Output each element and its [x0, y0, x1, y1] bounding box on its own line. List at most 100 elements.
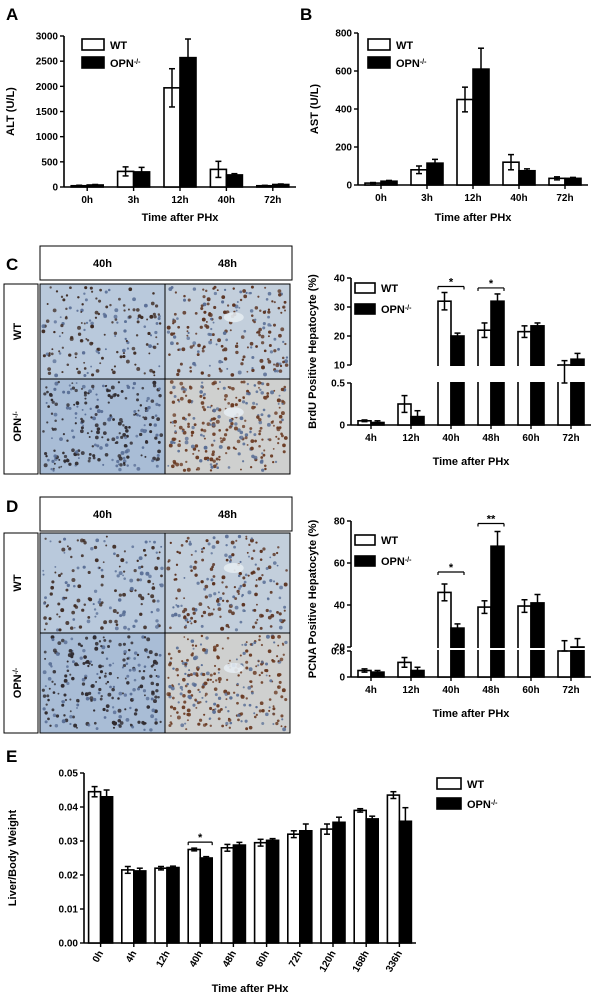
- bar-opn-40h: [225, 174, 244, 188]
- nucleus: [156, 675, 160, 679]
- nucleus: [210, 443, 214, 447]
- nucleus: [65, 307, 68, 311]
- legend-label-opn: OPN-/-: [396, 58, 427, 70]
- nucleus: [98, 299, 102, 303]
- nucleus: [203, 437, 206, 440]
- nucleus: [80, 644, 83, 648]
- nucleus: [176, 604, 180, 608]
- micrograph-row-labels: [3, 283, 39, 475]
- nucleus: [255, 390, 259, 394]
- nucleus: [261, 709, 265, 713]
- nucleus: [102, 463, 105, 466]
- nucleus: [76, 539, 79, 542]
- nucleus: [241, 595, 244, 598]
- nucleus: [154, 652, 158, 657]
- nucleus: [141, 386, 145, 390]
- nucleus: [216, 466, 220, 470]
- nucleus: [192, 611, 196, 615]
- nucleus: [97, 600, 102, 605]
- nucleus: [91, 290, 94, 293]
- nucleus: [133, 651, 138, 655]
- nucleus: [69, 715, 73, 719]
- nucleus: [255, 403, 258, 406]
- nucleus: [261, 365, 265, 370]
- nucleus: [218, 359, 222, 364]
- nucleus: [275, 721, 279, 726]
- nucleus: [145, 343, 149, 346]
- x-tick-label: 72h: [562, 685, 579, 696]
- x-tick-label: 60h: [522, 685, 539, 696]
- nucleus: [109, 685, 112, 689]
- nucleus: [132, 687, 136, 692]
- bar-wt-336h: [386, 794, 401, 944]
- nucleus: [185, 728, 188, 731]
- nucleus: [215, 343, 218, 346]
- nucleus: [226, 599, 229, 603]
- nucleus: [206, 577, 209, 581]
- nucleus: [215, 679, 218, 682]
- nucleus: [150, 610, 154, 614]
- nucleus: [211, 381, 216, 386]
- nucleus: [98, 676, 102, 680]
- nucleus: [218, 596, 223, 601]
- nucleus: [262, 453, 266, 457]
- nucleus: [105, 709, 109, 713]
- nucleus: [234, 605, 239, 610]
- nucleus: [233, 586, 237, 589]
- nucleus: [61, 547, 66, 552]
- y-tick-label: 0.00: [59, 939, 79, 950]
- nucleus: [187, 712, 191, 717]
- nucleus: [187, 673, 191, 677]
- significance-label: *: [449, 277, 454, 289]
- nucleus: [68, 384, 71, 387]
- nucleus: [123, 309, 126, 312]
- nucleus: [156, 556, 160, 560]
- nucleus: [208, 340, 213, 345]
- nucleus: [223, 357, 228, 361]
- nucleus: [94, 615, 97, 618]
- nucleus: [120, 451, 125, 455]
- nucleus: [189, 673, 193, 677]
- nucleus: [187, 689, 192, 694]
- nucleus: [176, 372, 180, 377]
- nucleus: [159, 720, 162, 724]
- nucleus: [246, 382, 250, 386]
- nucleus: [255, 579, 258, 581]
- nucleus: [234, 628, 239, 632]
- nucleus: [45, 703, 48, 706]
- nucleus: [136, 320, 140, 324]
- nucleus: [124, 425, 128, 430]
- nucleus: [102, 421, 107, 426]
- nucleus: [96, 427, 101, 431]
- nucleus: [258, 444, 261, 448]
- nucleus: [88, 597, 93, 602]
- legend-label-wt: WT: [467, 779, 484, 791]
- nucleus: [144, 455, 147, 458]
- nucleus: [149, 334, 153, 337]
- nucleus: [192, 565, 197, 570]
- nucleus: [59, 316, 62, 319]
- nucleus: [202, 288, 205, 291]
- nucleus: [80, 554, 84, 558]
- nucleus: [239, 671, 243, 674]
- nucleus: [245, 535, 248, 538]
- nucleus: [126, 657, 129, 660]
- nucleus: [212, 536, 216, 540]
- nucleus: [52, 648, 57, 653]
- nucleus: [160, 545, 163, 548]
- nucleus: [256, 415, 260, 419]
- nucleus: [284, 725, 287, 728]
- vessel: [223, 563, 244, 573]
- nucleus: [173, 419, 177, 424]
- nucleus: [208, 311, 212, 315]
- nucleus: [261, 468, 265, 472]
- nucleus: [180, 723, 185, 728]
- nucleus: [249, 341, 254, 346]
- nucleus: [44, 537, 47, 540]
- nucleus: [166, 330, 171, 334]
- nucleus: [285, 569, 288, 572]
- nucleus: [217, 591, 220, 594]
- nucleus: [114, 335, 117, 337]
- nucleus: [232, 287, 235, 290]
